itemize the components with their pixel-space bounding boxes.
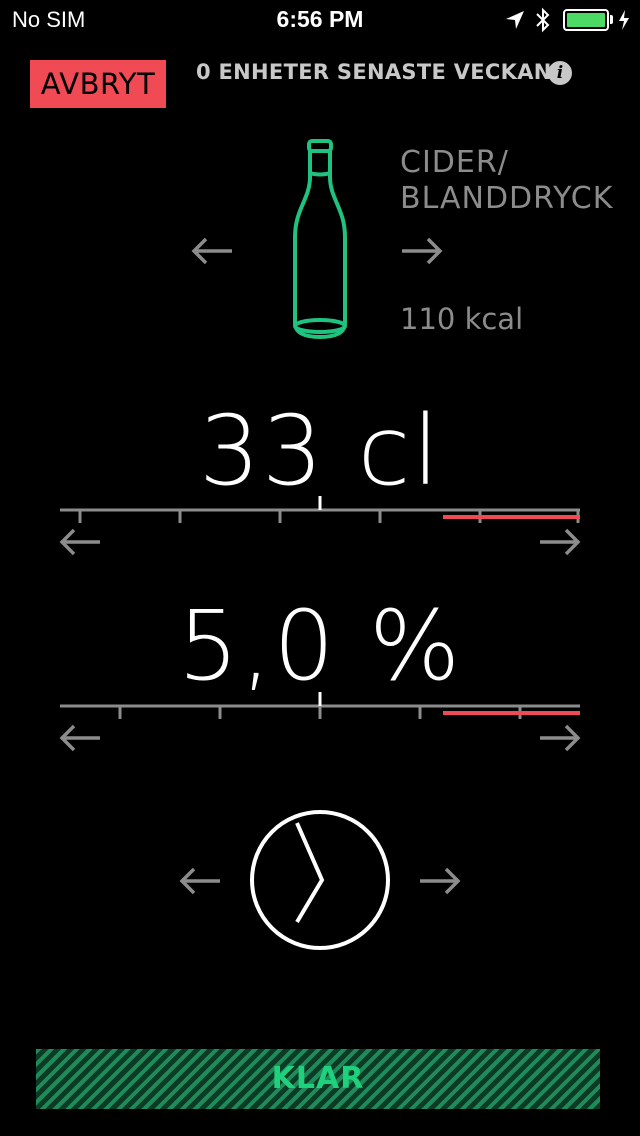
cancel-button[interactable]: AVBRYT <box>30 60 166 108</box>
clock-icon[interactable] <box>249 809 391 951</box>
carrier-label: No SIM <box>12 7 86 32</box>
done-button[interactable]: KLAR <box>36 1049 600 1109</box>
battery-level <box>567 13 605 27</box>
bottle-icon <box>293 139 347 340</box>
weekly-units-label: 0 ENHETER SENASTE VECKAN <box>196 60 552 84</box>
volume-value: 33 cl <box>198 395 442 507</box>
info-icon[interactable]: i <box>548 61 572 85</box>
charging-bolt-icon <box>619 10 629 30</box>
strength-value: 5,0 % <box>177 590 463 702</box>
volume-slider[interactable] <box>60 495 580 525</box>
battery-tip <box>610 15 613 24</box>
volume-decrease-arrow-icon[interactable] <box>58 527 102 557</box>
strength-slider[interactable] <box>60 691 580 721</box>
previous-drink-arrow-icon[interactable] <box>190 236 234 266</box>
next-drink-arrow-icon[interactable] <box>400 236 444 266</box>
time-later-arrow-icon[interactable] <box>418 866 462 896</box>
drink-name-line-1: CIDER/ <box>400 145 509 180</box>
calories-label: 110 kcal <box>400 302 524 336</box>
drink-type-name: CIDER/ BLANDDRYCK <box>400 145 630 217</box>
strength-increase-arrow-icon[interactable] <box>538 723 582 753</box>
bluetooth-icon <box>536 7 550 33</box>
drink-name-line-2: BLANDDRYCK <box>400 181 614 216</box>
strength-decrease-arrow-icon[interactable] <box>58 723 102 753</box>
location-arrow-icon <box>506 11 524 29</box>
time-earlier-arrow-icon[interactable] <box>178 866 222 896</box>
volume-increase-arrow-icon[interactable] <box>538 527 582 557</box>
status-bar: No SIM 6:56 PM <box>0 0 640 40</box>
battery-icon <box>563 9 609 31</box>
status-time: 6:56 PM <box>276 6 364 32</box>
